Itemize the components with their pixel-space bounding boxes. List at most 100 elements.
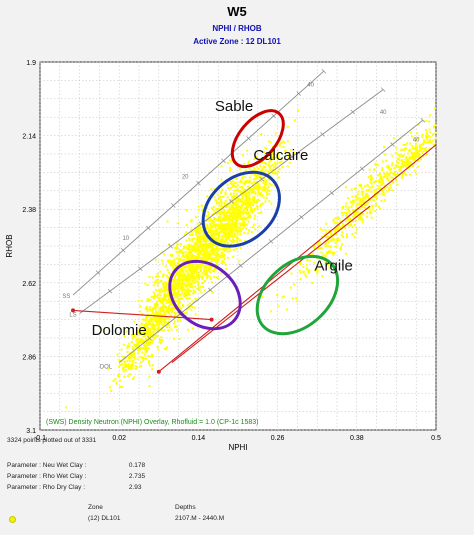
data-point: [328, 250, 331, 253]
data-point: [366, 192, 369, 195]
data-point: [202, 242, 205, 245]
data-point: [377, 191, 380, 194]
data-point: [418, 152, 421, 155]
data-point: [197, 251, 200, 254]
data-point: [256, 177, 259, 180]
data-point: [132, 337, 135, 340]
data-point: [185, 297, 188, 300]
data-point: [185, 277, 188, 280]
data-point: [269, 168, 272, 171]
data-point: [156, 275, 159, 278]
data-point: [171, 260, 174, 263]
data-point: [136, 333, 139, 336]
data-point: [235, 225, 238, 228]
data-point: [157, 275, 160, 278]
data-point: [144, 333, 147, 336]
data-point: [392, 137, 395, 140]
data-point: [178, 283, 181, 286]
data-point: [205, 215, 208, 218]
data-point: [366, 202, 369, 205]
data-point: [188, 244, 191, 247]
data-point: [268, 192, 271, 195]
data-point: [349, 200, 352, 203]
data-point: [138, 326, 141, 329]
data-point: [210, 220, 213, 223]
data-point: [187, 277, 190, 280]
data-point: [253, 173, 256, 176]
data-point: [157, 296, 160, 299]
data-point: [190, 272, 193, 275]
data-point: [326, 240, 329, 243]
data-point: [344, 186, 347, 189]
data-point: [208, 256, 211, 259]
data-point: [146, 308, 149, 311]
data-point: [175, 245, 178, 248]
data-point: [316, 272, 319, 275]
data-point: [204, 265, 207, 268]
data-point: [428, 114, 431, 117]
data-point: [385, 190, 388, 193]
lithology-tick: [329, 190, 334, 196]
data-point: [426, 138, 429, 141]
data-point: [353, 212, 356, 215]
data-point: [184, 283, 187, 286]
data-point: [204, 272, 207, 275]
data-point: [162, 305, 165, 308]
data-point: [151, 330, 154, 333]
data-point: [266, 193, 269, 196]
lithology-tick: [168, 244, 173, 249]
data-point: [259, 164, 262, 167]
data-point: [214, 199, 217, 202]
data-point: [173, 294, 176, 297]
data-point: [182, 275, 185, 278]
data-point: [369, 186, 372, 189]
data-point: [210, 258, 213, 261]
data-point: [163, 281, 166, 284]
data-point: [213, 268, 216, 271]
data-point: [129, 356, 132, 359]
data-point: [308, 269, 311, 272]
data-point: [192, 270, 195, 273]
data-point: [155, 317, 158, 320]
data-point: [152, 291, 155, 294]
data-point: [157, 314, 160, 317]
data-point: [137, 300, 140, 303]
data-point: [215, 229, 218, 232]
data-point: [207, 213, 210, 216]
data-point: [239, 186, 242, 189]
data-point: [274, 156, 277, 159]
data-point: [167, 323, 170, 326]
data-point: [132, 336, 135, 339]
data-point: [219, 192, 222, 195]
data-point: [133, 348, 136, 351]
data-point: [354, 231, 357, 234]
data-point: [281, 166, 284, 169]
data-point: [309, 253, 312, 256]
data-point: [344, 220, 347, 223]
data-point: [226, 183, 229, 186]
data-point: [203, 239, 206, 242]
data-point: [215, 224, 218, 227]
data-point: [214, 225, 217, 228]
data-point: [331, 251, 334, 254]
data-point: [231, 226, 234, 229]
data-point: [196, 255, 199, 258]
data-point: [179, 269, 182, 272]
data-point: [368, 207, 371, 210]
data-point: [329, 251, 332, 254]
data-point: [222, 235, 225, 238]
data-point: [199, 243, 202, 246]
data-point: [225, 224, 228, 227]
data-point: [198, 271, 201, 274]
data-point: [252, 201, 255, 204]
data-point: [131, 352, 134, 355]
data-point: [186, 284, 189, 287]
data-point: [428, 120, 431, 123]
clay-endpoint: [209, 317, 214, 322]
data-point: [136, 341, 139, 344]
data-point: [167, 276, 170, 279]
data-point: [240, 210, 243, 213]
data-point: [234, 227, 237, 230]
data-point: [184, 246, 187, 249]
data-point: [397, 158, 400, 161]
